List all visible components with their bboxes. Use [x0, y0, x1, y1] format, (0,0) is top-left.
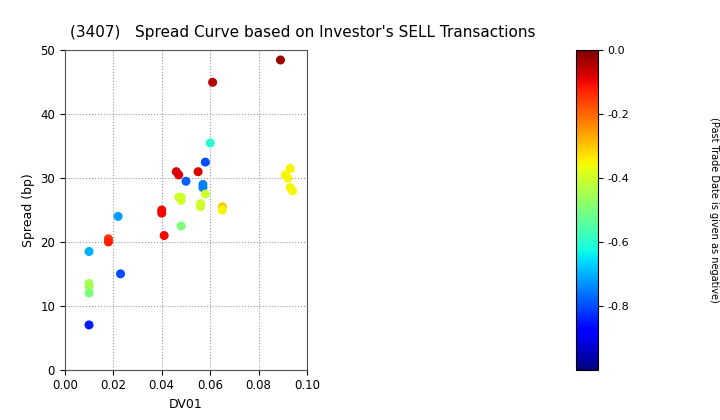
Point — [176, 194, 187, 201]
Point — [207, 79, 218, 86]
X-axis label: DV01: DV01 — [169, 398, 203, 411]
Point — [173, 171, 184, 178]
Point — [176, 223, 187, 229]
Point — [114, 270, 126, 277]
Text: (3407)   Spread Curve based on Investor's SELL Transactions: (3407) Spread Curve based on Investor's … — [70, 25, 535, 40]
Point — [199, 191, 211, 197]
Point — [284, 165, 296, 172]
Point — [197, 181, 209, 188]
Point — [194, 200, 206, 207]
Point — [217, 203, 228, 210]
Point — [176, 197, 187, 204]
Point — [112, 213, 124, 220]
Point — [173, 194, 184, 201]
Point — [158, 232, 170, 239]
Point — [84, 283, 95, 290]
Point — [103, 239, 114, 245]
Point — [156, 207, 168, 213]
Point — [84, 322, 95, 328]
Point — [275, 57, 287, 63]
Point — [84, 290, 95, 297]
Point — [156, 210, 168, 217]
Y-axis label: Time in years between 5/2/2025 and Trade Date
(Past Trade Date is given as negat: Time in years between 5/2/2025 and Trade… — [708, 92, 720, 328]
Point — [197, 184, 209, 191]
Point — [217, 207, 228, 213]
Point — [84, 280, 95, 287]
Point — [171, 168, 182, 175]
Point — [103, 235, 114, 242]
Point — [282, 175, 294, 181]
Point — [204, 139, 216, 146]
Point — [279, 171, 291, 178]
Point — [199, 159, 211, 165]
Point — [192, 168, 204, 175]
Point — [194, 203, 206, 210]
Point — [284, 184, 296, 191]
Point — [180, 178, 192, 185]
Point — [84, 248, 95, 255]
Y-axis label: Spread (bp): Spread (bp) — [22, 173, 35, 247]
Point — [287, 187, 298, 194]
